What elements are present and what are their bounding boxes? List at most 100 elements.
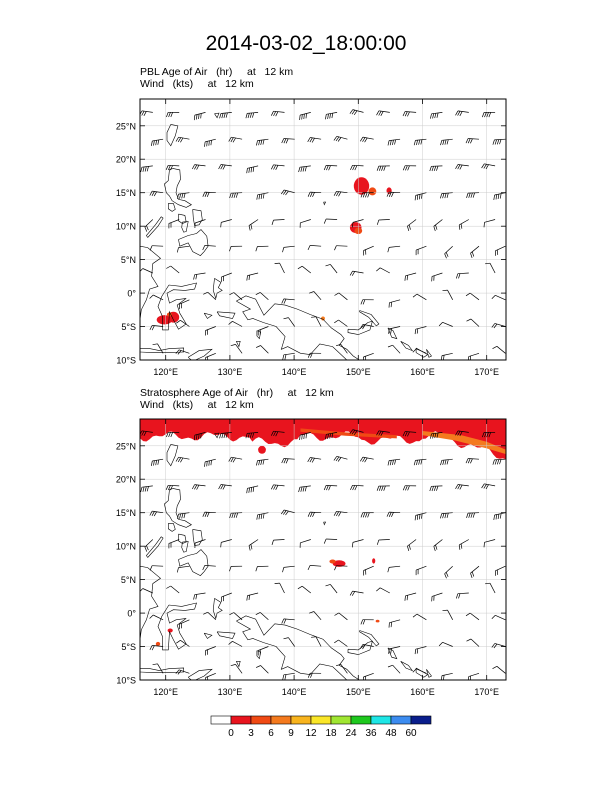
- wind-barb: [270, 484, 285, 490]
- wind-barb-feather: [149, 294, 154, 299]
- wind-barb-shaft: [362, 324, 374, 327]
- wind-barb-shaft: [363, 672, 374, 678]
- wind-barb-feather: [281, 138, 285, 144]
- wind-barb-feather: [149, 565, 153, 571]
- wind-barb-feather: [352, 542, 354, 548]
- wind-barb: [176, 245, 190, 253]
- wind-barb: [307, 245, 322, 251]
- wind-barb-feather: [338, 191, 342, 197]
- wind-barb-shaft: [273, 484, 285, 487]
- wind-barb-feather: [388, 512, 392, 517]
- wind-barb-shaft: [235, 664, 243, 674]
- wind-barb-feather: [144, 226, 148, 232]
- wind-barb: [442, 289, 454, 300]
- wind-barb-feather: [300, 486, 303, 492]
- wind-barb-feather: [285, 510, 289, 516]
- wind-barb-feather: [249, 112, 252, 118]
- wind-barb: [246, 592, 259, 601]
- wind-barb: [430, 432, 443, 439]
- wind-barb-feather: [378, 485, 382, 491]
- wind-barb-feather: [457, 164, 461, 170]
- wind-barb-shaft: [407, 219, 417, 227]
- wind-barb-feather: [307, 191, 311, 197]
- wind-barb-feather: [392, 459, 394, 465]
- wind-barb-feather: [335, 191, 340, 197]
- wind-barb: [140, 165, 153, 173]
- wind-barb-feather: [150, 140, 153, 146]
- wind-barb-shaft: [415, 512, 427, 516]
- wind-barb-feather: [193, 274, 195, 280]
- wind-barb-shaft: [352, 270, 364, 274]
- wind-barb-shaft: [205, 352, 216, 358]
- wind-barb-feather: [380, 431, 384, 436]
- wind-barb-shaft: [457, 272, 469, 275]
- wind-barb-shaft: [194, 592, 206, 596]
- wind-barb-feather: [204, 192, 208, 197]
- wind-barb-feather: [231, 192, 234, 199]
- wind-barb: [176, 565, 190, 573]
- panel2-label-line2: Wind (kts) at 12 km: [140, 399, 254, 411]
- wind-barb-shaft: [310, 191, 322, 194]
- wind-barb-feather: [414, 195, 417, 201]
- wind-barb: [402, 165, 417, 171]
- wind-barb-feather: [146, 486, 149, 492]
- wind-barb-feather: [407, 431, 410, 437]
- wind-barb-feather: [143, 111, 147, 116]
- wind-barb: [175, 456, 190, 463]
- colorbar-swatch: [290, 715, 312, 725]
- wind-barb: [256, 192, 269, 200]
- wind-barb-feather: [465, 138, 469, 144]
- coastline: [181, 541, 189, 553]
- wind-barb-shaft: [352, 484, 364, 487]
- wind-barb: [299, 432, 311, 441]
- wind-barb-shaft: [310, 511, 322, 514]
- wind-barb-shaft: [415, 646, 427, 650]
- wind-barb-feather: [195, 274, 198, 280]
- wind-barb-feather: [262, 139, 265, 145]
- wind-barb-feather: [430, 113, 432, 119]
- wind-barb-feather: [483, 222, 485, 228]
- wind-barb-feather: [442, 193, 445, 199]
- wind-barb-shaft: [178, 565, 190, 568]
- lon-tick-label: 170°E: [474, 367, 499, 377]
- wind-barb-feather: [352, 165, 356, 171]
- wind-barb-feather: [230, 137, 234, 143]
- wind-barb-feather: [250, 544, 253, 550]
- wind-barb-feather: [283, 138, 287, 144]
- coastline: [166, 124, 179, 147]
- wind-barb-feather: [200, 433, 202, 439]
- wind-barb-feather: [434, 433, 437, 439]
- colorbar-label: 18: [325, 728, 337, 739]
- wind-barb: [230, 664, 243, 674]
- wind-barb-feather: [165, 165, 169, 171]
- wind-barb-feather: [149, 325, 153, 330]
- wind-barb-shaft: [405, 272, 417, 277]
- wind-barb-feather: [494, 139, 497, 145]
- wind-barb-feather: [250, 224, 253, 230]
- lat-tick-label: 15°N: [116, 188, 136, 198]
- wind-barb-feather: [260, 513, 263, 519]
- lat-tick-label: 25°N: [116, 121, 136, 131]
- wind-barb: [414, 192, 427, 201]
- wind-barb: [307, 191, 322, 198]
- wind-barb-feather: [471, 571, 475, 577]
- wind-barb-feather: [349, 109, 354, 114]
- wind-barb-feather: [402, 111, 406, 117]
- wind-barb-feather: [248, 595, 250, 601]
- wind-barb-feather: [270, 164, 274, 170]
- wind-barb: [333, 190, 348, 197]
- wind-barb: [218, 164, 232, 170]
- wind-barb-feather: [443, 355, 445, 360]
- wind-barb-shaft: [389, 245, 401, 248]
- wind-barb-feather: [492, 345, 498, 350]
- wind-barb-feather: [491, 643, 496, 648]
- wind-barb-feather: [444, 253, 447, 259]
- wind-barb-feather: [228, 321, 233, 325]
- wind-barb-feather: [404, 275, 406, 281]
- wind-barb: [228, 320, 243, 327]
- wind-barb-shaft: [415, 138, 427, 141]
- wind-barb-shaft: [496, 666, 506, 674]
- wind-barb: [307, 565, 322, 571]
- wind-barb-feather: [390, 648, 392, 654]
- wind-barb-feather: [486, 112, 489, 118]
